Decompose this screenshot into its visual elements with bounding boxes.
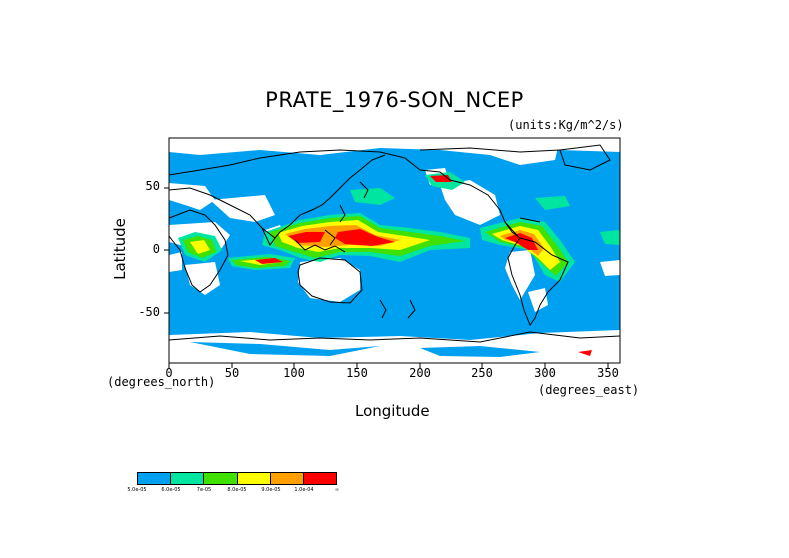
x-tick-label: 250 — [471, 366, 493, 380]
axis-ticks — [164, 187, 609, 368]
legend-swatch — [269, 473, 303, 484]
legend-label: 1.0e-04 — [294, 487, 314, 493]
tropical-rainband — [178, 172, 620, 356]
legend-swatches — [137, 472, 337, 485]
x-tick-label: 0 — [165, 366, 173, 380]
legend-label: ∞ — [334, 487, 340, 493]
map-title: PRATE_1976-SON_NCEP — [265, 88, 524, 112]
legend-label: 5.0e-05 — [127, 487, 147, 493]
x-tick-label: 200 — [409, 366, 431, 380]
x-tick-label: 300 — [534, 366, 556, 380]
y-axis-label: Latitude — [111, 218, 129, 280]
legend-swatch — [236, 473, 270, 484]
y-tick-label: -50 — [138, 305, 160, 319]
x-tick-label: 150 — [346, 366, 368, 380]
legend-swatch — [170, 473, 204, 484]
x-units-label: (degrees_east) — [538, 383, 640, 397]
x-tick-label: 100 — [283, 366, 305, 380]
y-units-label: (degrees_north) — [107, 375, 216, 389]
legend-swatch — [203, 473, 237, 484]
x-axis-label: Longitude — [355, 402, 430, 420]
units-label: (units:Kg/m^2/s) — [508, 118, 624, 132]
y-tick-label: 50 — [145, 179, 160, 193]
x-tick-label: 350 — [597, 366, 619, 380]
legend-label: 8.0e-05 — [227, 487, 247, 493]
x-tick-label: 50 — [224, 366, 240, 380]
coastlines — [169, 144, 620, 343]
legend-label: 9.0e-05 — [261, 487, 281, 493]
y-tick-label: 0 — [152, 242, 160, 256]
legend-label: 7e-05 — [196, 487, 212, 493]
legend-label: 6.0e-05 — [161, 487, 181, 493]
color-legend: 5.0e-05 6.0e-05 7e-05 8.0e-05 9.0e-05 1.… — [127, 472, 357, 494]
legend-swatch — [138, 473, 171, 484]
legend-swatch — [302, 473, 337, 484]
